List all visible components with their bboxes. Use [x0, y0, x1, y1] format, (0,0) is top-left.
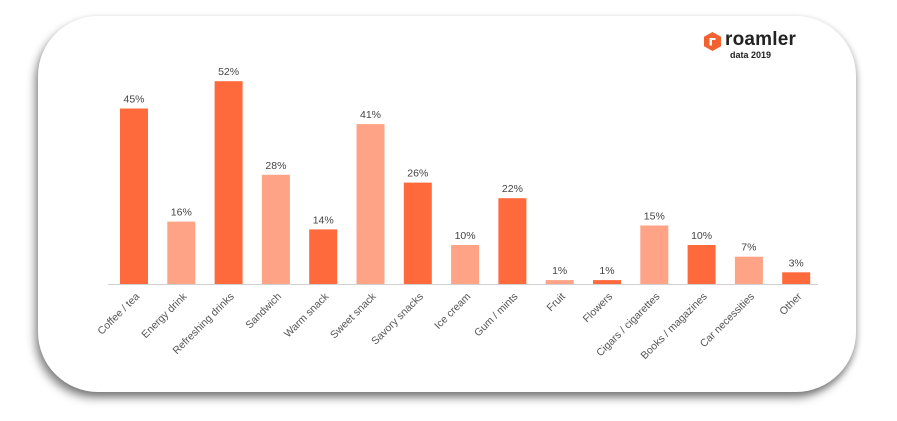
brand-subtitle: data 2019 — [730, 50, 772, 60]
category-label: Energy drink — [139, 290, 190, 341]
bar — [734, 256, 763, 284]
value-label: 45% — [123, 94, 144, 106]
value-label: 14% — [313, 214, 334, 226]
value-label: 1% — [599, 265, 614, 277]
category-label: Coffee / tea — [95, 291, 142, 338]
value-label: 10% — [691, 230, 712, 242]
bar — [593, 280, 621, 284]
value-label: 26% — [407, 168, 428, 180]
brand-logo: roamler data 2019 — [704, 29, 804, 60]
category-label: Gum / mints — [472, 291, 521, 340]
roamler-logo-icon — [704, 32, 721, 51]
value-label: 22% — [502, 183, 523, 195]
value-label: 16% — [171, 207, 192, 219]
bar — [261, 174, 290, 284]
bar — [545, 280, 574, 284]
category-label: Flowers — [581, 291, 615, 325]
value-label: 1% — [552, 265, 567, 277]
bar — [167, 221, 196, 284]
category-label: Warm snack — [282, 290, 332, 340]
brand-name: roamler — [725, 29, 797, 50]
value-label: 10% — [455, 230, 476, 242]
value-label: 15% — [644, 211, 665, 223]
bar — [309, 229, 338, 284]
bar — [640, 225, 669, 284]
category-label: Ice cream — [432, 290, 473, 331]
bar — [356, 124, 385, 284]
bar — [687, 245, 716, 284]
value-label: 7% — [741, 242, 756, 254]
category-label: Other — [777, 290, 804, 317]
value-label: 41% — [360, 109, 381, 121]
bar — [451, 245, 480, 284]
bar — [498, 198, 527, 284]
bar — [403, 182, 432, 284]
value-label: 28% — [265, 160, 286, 172]
bar — [120, 108, 148, 284]
value-label: 3% — [789, 257, 804, 269]
chart-card — [38, 16, 856, 392]
category-label: Sandwich — [243, 291, 284, 332]
bar — [214, 81, 243, 284]
value-label: 52% — [218, 66, 239, 78]
category-label: Fruit — [544, 291, 567, 314]
bar — [782, 272, 811, 284]
category-label: Sweet snack — [328, 290, 379, 341]
